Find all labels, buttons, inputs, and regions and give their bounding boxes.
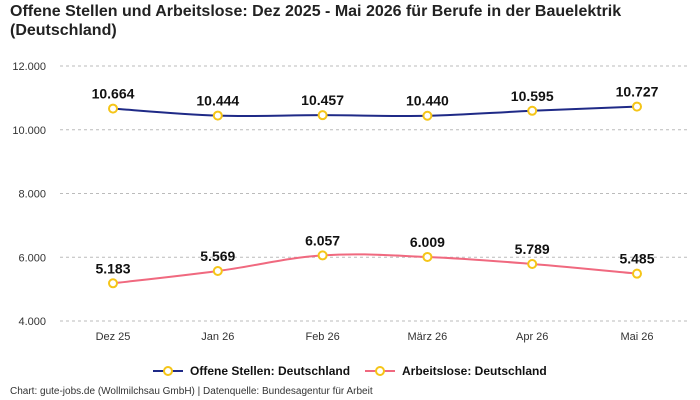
y-tick-label: 8.000	[18, 189, 46, 201]
y-tick-label: 6.000	[18, 252, 46, 264]
legend-marker	[163, 366, 173, 376]
data-label: 10.440	[406, 93, 449, 109]
data-label: 5.569	[200, 248, 235, 264]
x-tick-label: Jan 26	[201, 331, 234, 343]
series-offene-stellen: 10.664 10.444 10.457 10.440 10.595 10.727	[92, 84, 659, 121]
x-tick-label: März 26	[408, 331, 448, 343]
legend-label: Arbeitslose: Deutschland	[402, 364, 547, 378]
data-label: 5.789	[515, 241, 550, 257]
data-point	[422, 251, 433, 262]
chart-credit: Chart: gute-jobs.de (Wollmilchsau GmbH) …	[10, 386, 373, 397]
data-point	[212, 110, 223, 121]
data-label: 10.444	[196, 93, 239, 109]
legend-item-arbeitslose[interactable]: Arbeitslose: Deutschland	[365, 364, 547, 378]
data-point	[317, 110, 328, 121]
x-tick-label: Dez 25	[96, 331, 131, 343]
legend-label: Offene Stellen: Deutschland	[190, 364, 350, 378]
data-label: 5.485	[619, 251, 654, 267]
y-axis: 4.000 6.000 8.000 10.000 12.000	[12, 61, 46, 328]
data-point	[422, 110, 433, 121]
data-point	[317, 250, 328, 261]
data-point	[632, 101, 642, 112]
chart-title: Offene Stellen und Arbeitslose: Dez 2025…	[10, 3, 622, 39]
legend-marker	[375, 366, 385, 376]
series-line	[112, 253, 638, 285]
data-label: 10.595	[511, 88, 554, 104]
legend-item-offene-stellen[interactable]: Offene Stellen: Deutschland	[153, 364, 350, 378]
series-arbeitslose: 5.183 5.569 6.057 6.009 5.789 5.485	[95, 232, 655, 289]
data-label: 6.009	[410, 234, 445, 250]
data-label: 10.727	[616, 84, 659, 100]
y-tick-label: 12.000	[12, 61, 46, 73]
data-label: 5.183	[95, 260, 130, 276]
data-point	[527, 258, 538, 269]
x-tick-label: Apr 26	[516, 331, 548, 343]
x-tick-label: Mai 26	[620, 331, 653, 343]
data-point	[108, 278, 118, 289]
data-point	[212, 265, 223, 276]
data-label: 10.664	[92, 86, 135, 102]
gridlines	[60, 65, 688, 322]
data-label: 10.457	[301, 92, 344, 108]
x-tick-label: Feb 26	[305, 331, 339, 343]
data-label: 6.057	[305, 232, 340, 248]
y-tick-label: 4.000	[18, 316, 46, 328]
x-axis: Dez 25 Jan 26 Feb 26 März 26 Apr 26 Mai 26	[96, 331, 654, 343]
y-tick-label: 10.000	[12, 125, 46, 137]
data-point	[527, 105, 538, 116]
data-point	[108, 103, 118, 114]
data-point	[632, 268, 642, 279]
series-line	[112, 105, 638, 118]
